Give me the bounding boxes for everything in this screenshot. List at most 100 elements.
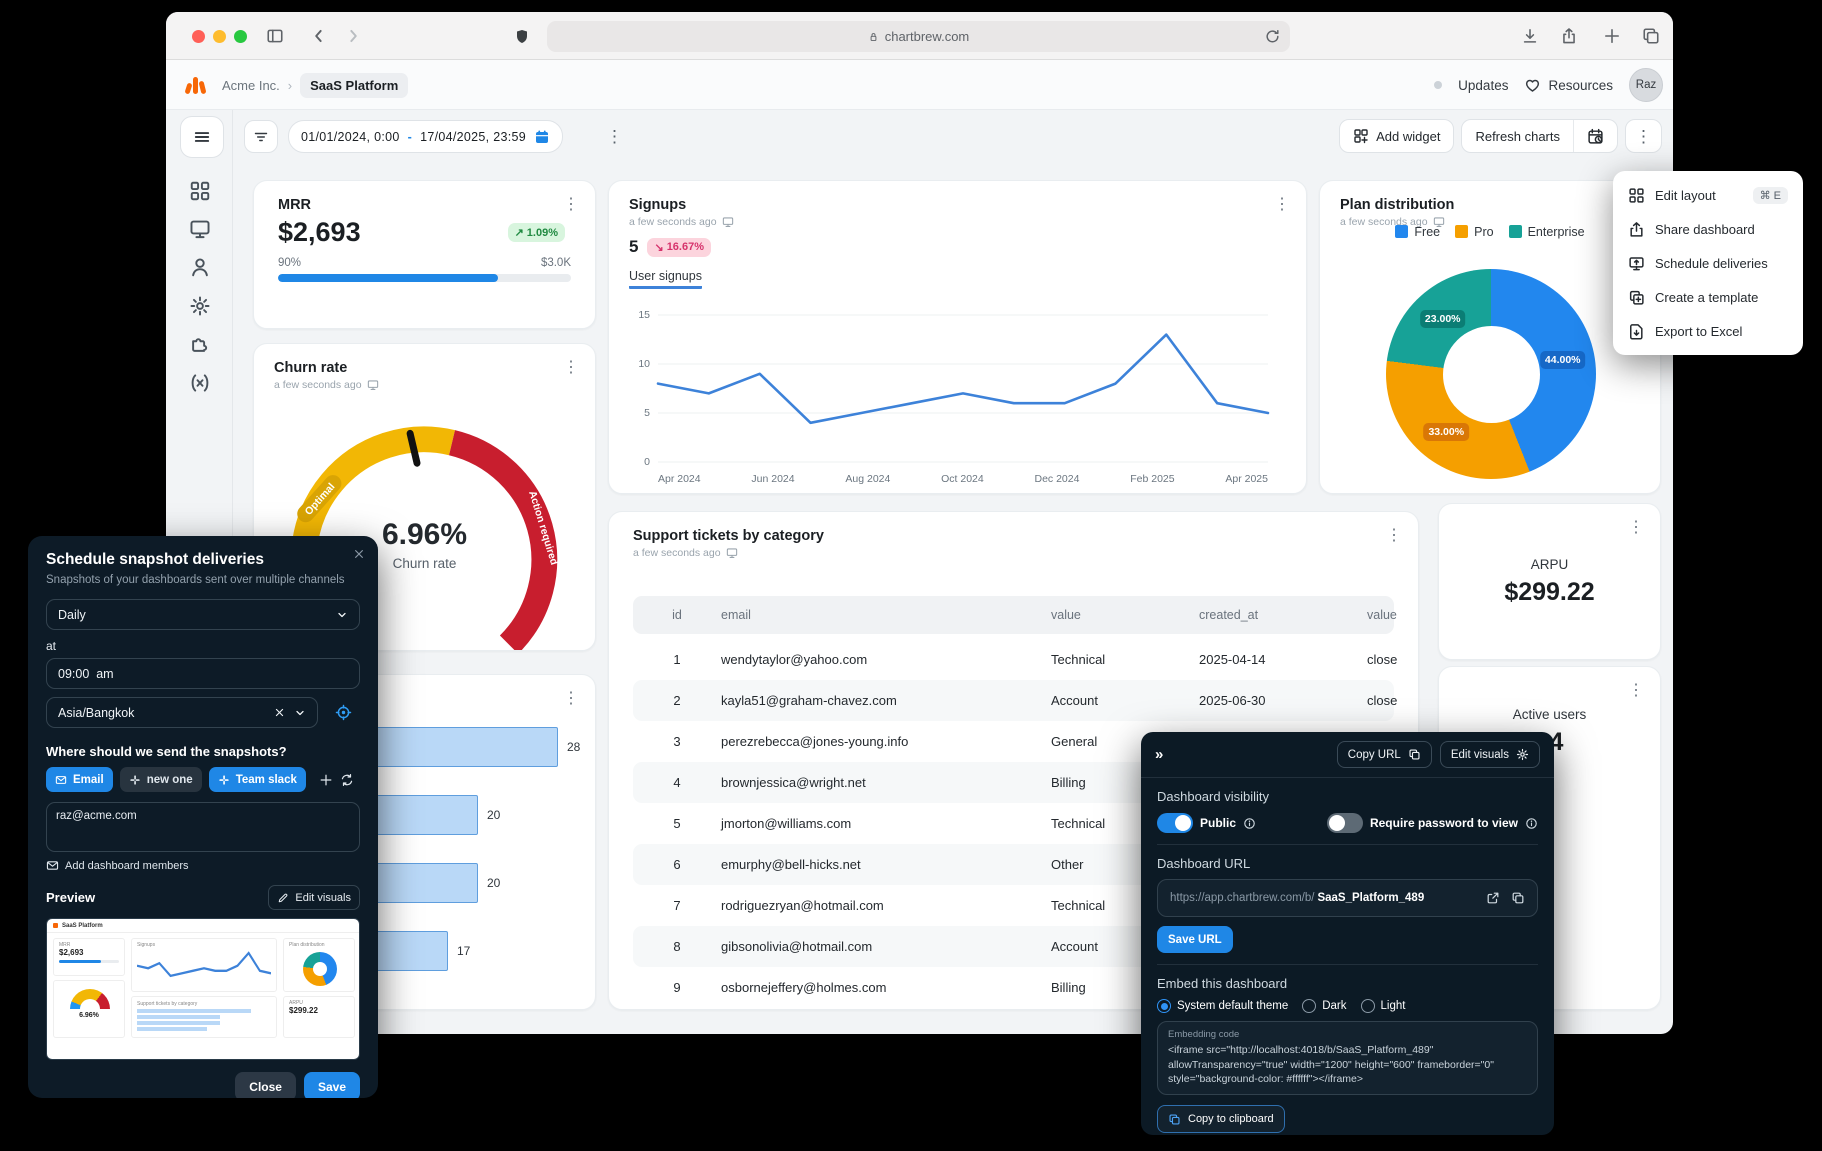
add-members-link[interactable]: Add dashboard members bbox=[46, 859, 360, 872]
bar-value: 20 bbox=[487, 876, 501, 890]
filter-button[interactable] bbox=[244, 120, 278, 153]
window-minimize-button[interactable] bbox=[213, 30, 226, 43]
window-zoom-button[interactable] bbox=[234, 30, 247, 43]
table-row[interactable]: 7 rodriguezryan@hotmail.com Technical bbox=[633, 885, 1394, 926]
sidebar-toggle-icon[interactable] bbox=[266, 27, 284, 45]
table-cell: Billing bbox=[1051, 980, 1086, 995]
menu-button[interactable] bbox=[180, 116, 224, 158]
widget-menu-icon[interactable]: ⋮ bbox=[1628, 519, 1644, 536]
shield-icon[interactable] bbox=[514, 27, 530, 46]
clear-icon[interactable] bbox=[274, 707, 285, 718]
theme-radio-light[interactable]: Light bbox=[1360, 999, 1405, 1013]
updates-link[interactable]: Updates bbox=[1458, 77, 1509, 93]
sidebar-item-puzzle[interactable] bbox=[189, 333, 211, 355]
widget-menu-icon[interactable]: ⋮ bbox=[1628, 682, 1644, 699]
legend-item-enterprise[interactable]: Enterprise bbox=[1508, 225, 1585, 239]
back-icon[interactable] bbox=[310, 27, 328, 45]
table-cell: Account bbox=[1051, 939, 1098, 954]
refresh-charts-button[interactable]: Refresh charts bbox=[1475, 128, 1560, 144]
channel-chip-email[interactable]: Email bbox=[46, 767, 113, 792]
channel-chip-new-one[interactable]: new one bbox=[119, 767, 202, 792]
column-header[interactable]: value bbox=[1367, 608, 1397, 622]
window-close-button[interactable] bbox=[192, 30, 205, 43]
widget-menu-icon[interactable]: ⋮ bbox=[1386, 527, 1402, 544]
time-input[interactable]: 09:00 am bbox=[46, 658, 360, 689]
edit-visuals-button[interactable]: Edit visuals bbox=[268, 885, 360, 910]
channel-chip-team-slack[interactable]: Team slack bbox=[208, 767, 306, 792]
refresh-charts-group: Refresh charts bbox=[1461, 119, 1618, 153]
edit-visuals-button[interactable]: Edit visuals bbox=[1439, 741, 1540, 768]
menu-item-edit-layout[interactable]: Edit layout ⌘ E bbox=[1619, 178, 1797, 212]
menu-item-create-a-template[interactable]: Create a template bbox=[1619, 280, 1797, 314]
sidebar-item-code[interactable] bbox=[189, 372, 211, 394]
copy-icon[interactable] bbox=[1511, 891, 1525, 905]
menu-item-share-dashboard[interactable]: Share dashboard bbox=[1619, 212, 1797, 246]
frequency-select[interactable]: Daily bbox=[46, 599, 360, 630]
share-page-icon[interactable] bbox=[1560, 27, 1578, 45]
sidebar-item-user[interactable] bbox=[189, 256, 211, 278]
series-legend[interactable]: User signups bbox=[629, 269, 702, 289]
menu-item-export-to-excel[interactable]: Export to Excel bbox=[1619, 314, 1797, 348]
legend-item-pro[interactable]: Pro bbox=[1455, 225, 1494, 239]
copy-to-clipboard-button[interactable]: Copy to clipboard bbox=[1157, 1105, 1285, 1134]
save-url-button[interactable]: Save URL bbox=[1157, 926, 1233, 953]
downloads-icon[interactable] bbox=[1521, 27, 1539, 45]
refresh-channels-icon[interactable] bbox=[340, 773, 354, 787]
avatar[interactable]: Raz bbox=[1629, 68, 1663, 102]
detect-timezone-icon[interactable] bbox=[335, 704, 352, 721]
add-channel-icon[interactable] bbox=[319, 773, 333, 787]
close-button[interactable]: Close bbox=[235, 1072, 296, 1098]
recipients-input[interactable]: raz@acme.com bbox=[46, 802, 360, 852]
toolbar-more-icon[interactable]: ⋮ bbox=[606, 127, 623, 146]
table-row[interactable]: 1 wendytaylor@yahoo.com Technical 2025-04-1… bbox=[633, 639, 1397, 680]
address-bar[interactable]: chartbrew.com bbox=[547, 21, 1290, 52]
theme-radio-system-default-theme[interactable]: System default theme bbox=[1157, 999, 1288, 1013]
resources-link[interactable]: Resources bbox=[1524, 77, 1613, 94]
theme-radio-dark[interactable]: Dark bbox=[1302, 999, 1347, 1013]
dashboard-url-input[interactable]: https://app.chartbrew.com/b/ SaaS_Platfo… bbox=[1157, 879, 1538, 917]
table-row[interactable]: 3 perezrebecca@jones-young.info General bbox=[633, 721, 1394, 762]
collapse-panel-icon[interactable]: » bbox=[1155, 746, 1164, 763]
breadcrumb-team[interactable]: Acme Inc. bbox=[222, 77, 280, 93]
public-toggle[interactable] bbox=[1157, 813, 1193, 833]
close-icon[interactable] bbox=[353, 548, 365, 560]
table-row[interactable]: 5 jmorton@williams.com Technical bbox=[633, 803, 1394, 844]
dashboard-toolbar: 01/01/2024, 0:00 - 17/04/2025, 23:59 ⋮ A… bbox=[166, 110, 1673, 163]
table-cell: 5 bbox=[673, 816, 681, 831]
column-header[interactable]: created_at bbox=[1199, 608, 1259, 622]
dashboard-more-button[interactable]: ⋮ bbox=[1625, 119, 1662, 153]
column-header[interactable]: value bbox=[1051, 608, 1081, 622]
legend-item-free[interactable]: Free bbox=[1395, 225, 1440, 239]
copy-url-button[interactable]: Copy URL bbox=[1336, 741, 1432, 768]
widget-menu-icon[interactable]: ⋮ bbox=[563, 690, 579, 707]
menu-item-schedule-deliveries[interactable]: Schedule deliveries bbox=[1619, 246, 1797, 280]
sidebar-item-grid[interactable] bbox=[189, 180, 211, 202]
table-cell: close bbox=[1367, 693, 1398, 708]
table-cell: Technical bbox=[1051, 898, 1106, 913]
chartbrew-logo-icon[interactable] bbox=[182, 70, 210, 98]
date-range-picker[interactable]: 01/01/2024, 0:00 - 17/04/2025, 23:59 bbox=[288, 120, 563, 153]
reload-icon[interactable] bbox=[1264, 28, 1281, 45]
column-header[interactable]: id bbox=[672, 608, 682, 622]
table-row[interactable]: 2 kayla51@graham-chavez.com Account 2025-06… bbox=[633, 680, 1397, 721]
widget-menu-icon[interactable]: ⋮ bbox=[563, 359, 579, 376]
table-row[interactable]: 9 osbornejeffery@holmes.com Billing bbox=[633, 967, 1394, 1008]
save-button[interactable]: Save bbox=[303, 1072, 360, 1098]
timezone-select[interactable]: Asia/Bangkok bbox=[46, 697, 318, 728]
new-tab-icon[interactable] bbox=[1603, 27, 1621, 45]
sidebar-item-gear[interactable] bbox=[189, 295, 211, 317]
info-icon bbox=[1525, 817, 1538, 830]
column-header[interactable]: email bbox=[721, 608, 751, 622]
pencil-icon bbox=[277, 892, 289, 904]
schedule-refresh-button[interactable] bbox=[1573, 120, 1617, 152]
embed-code-box[interactable]: Embedding code <iframe src="http://local… bbox=[1157, 1021, 1538, 1096]
tab-overview-icon[interactable] bbox=[1642, 27, 1660, 45]
breadcrumb-project[interactable]: SaaS Platform bbox=[300, 72, 409, 98]
forward-icon[interactable] bbox=[344, 27, 362, 45]
open-url-icon[interactable] bbox=[1486, 891, 1500, 905]
widget-menu-icon[interactable]: ⋮ bbox=[563, 196, 579, 213]
widget-menu-icon[interactable]: ⋮ bbox=[1274, 196, 1290, 213]
add-widget-button[interactable]: Add widget bbox=[1339, 119, 1455, 153]
password-toggle[interactable] bbox=[1326, 813, 1363, 833]
sidebar-item-monitor[interactable] bbox=[189, 218, 211, 240]
